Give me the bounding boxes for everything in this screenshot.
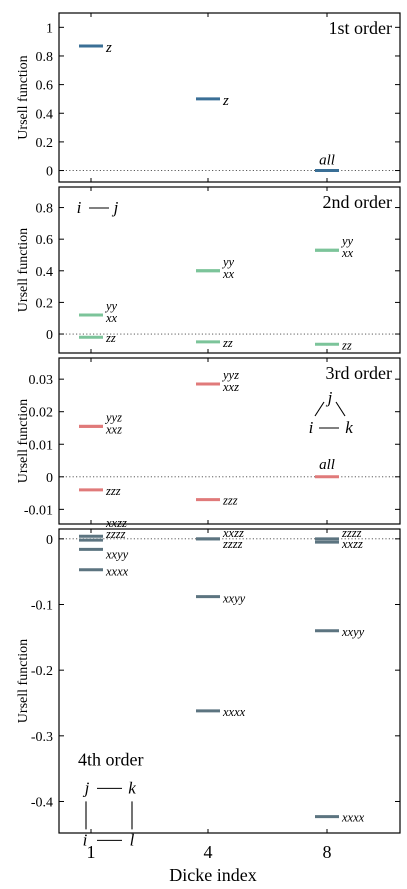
diagram-site-label: i — [77, 198, 82, 217]
data-label: zzzz — [222, 537, 243, 551]
y-tick-label: -0.2 — [31, 664, 53, 679]
data-label: xx — [105, 311, 118, 325]
diagram-site-label: k — [345, 418, 353, 437]
y-tick-label: 0.8 — [36, 50, 54, 65]
data-label: zz — [105, 331, 116, 345]
data-label: xxxx — [222, 705, 246, 719]
data-label: xxyy — [341, 625, 365, 639]
data-label: zzz — [222, 494, 238, 508]
data-label: xxxx — [341, 811, 365, 825]
y-tick-label: 0.4 — [36, 265, 54, 280]
y-tick-label: 0.02 — [29, 406, 54, 421]
data-label: xx — [341, 246, 354, 260]
data-label: xxzz — [105, 516, 127, 530]
data-label: zzz — [105, 484, 121, 498]
data-label: xx — [222, 267, 235, 281]
y-tick-label: 0.03 — [29, 373, 54, 388]
y-tick-label: 0.8 — [36, 202, 54, 217]
y-tick-label: 0 — [46, 328, 53, 343]
panel-4: -0.4 -0.3 -0.2 -0.1 0 Ursell function 4th orde… — [16, 516, 401, 849]
y-tick-label: 0 — [46, 471, 53, 486]
data-label: all — [319, 153, 335, 169]
data-label: xxyy — [222, 592, 246, 606]
data-label: z — [222, 93, 229, 109]
diagram-site-label: j — [326, 388, 333, 407]
data-label: yyz — [104, 410, 122, 424]
y-tick-label: -0.01 — [24, 503, 53, 518]
panel-title: 3rd order — [326, 363, 392, 383]
y-axis-label: Ursell function — [16, 55, 31, 139]
diagram-site-label: k — [128, 778, 136, 797]
y-axis-label: Ursell function — [16, 399, 31, 483]
panel-3: -0.01 0 0.01 0.02 0.03 Ursell function 3rd ord… — [16, 357, 401, 525]
diagram-site-label: l — [130, 830, 135, 849]
diagram-site-label: i — [309, 418, 314, 437]
y-tick-label: 0.6 — [36, 79, 54, 94]
panel-frame — [58, 528, 401, 834]
data-label: yyz — [221, 368, 239, 382]
panel-frame — [58, 12, 401, 183]
data-label: zz — [222, 336, 233, 350]
y-tick-label: -0.3 — [31, 730, 53, 745]
y-tick-label: 0.6 — [36, 233, 54, 248]
data-label: xxyy — [105, 547, 129, 561]
data-label: xxzz — [222, 526, 244, 540]
y-tick-label: 0.2 — [36, 296, 54, 311]
panel-frame — [58, 357, 401, 525]
data-label: yy — [104, 299, 118, 313]
diagram-bond — [314, 401, 325, 417]
diagram-site-label: j — [83, 778, 90, 797]
x-tick-label: 4 — [204, 842, 213, 862]
data-label: zzzz — [105, 527, 126, 541]
data-label: xxxx — [105, 565, 129, 579]
data-label: zzzz — [341, 526, 362, 540]
x-tick-label: 8 — [323, 842, 332, 862]
y-axis-label: Ursell function — [16, 228, 31, 312]
panel-title: 2nd order — [323, 192, 392, 212]
panel-title: 4th order — [78, 749, 143, 769]
y-tick-label: -0.1 — [31, 599, 53, 614]
data-label: xxzz — [341, 537, 363, 551]
y-tick-label: 1 — [46, 21, 53, 36]
diagram-site-label: j — [112, 198, 119, 217]
panel-1: 0 0.2 0.4 0.6 0.8 1 Ursell function 1st order z z… — [16, 12, 401, 183]
diagram-site-label: i — [83, 830, 88, 849]
data-label: zz — [341, 338, 352, 352]
panel-title: 1st order — [329, 18, 392, 38]
data-label: z — [105, 40, 112, 56]
data-label: xxz — [105, 422, 122, 436]
y-axis-label: Ursell function — [16, 639, 31, 723]
data-label: xxz — [222, 380, 239, 394]
diagram-bond — [335, 401, 346, 417]
y-tick-label: 0 — [46, 533, 53, 548]
data-label: all — [319, 457, 335, 473]
x-tick-label: 1 — [87, 842, 96, 862]
y-tick-label: 0.2 — [36, 136, 54, 151]
panel-frame — [58, 186, 401, 354]
y-tick-label: 0.01 — [29, 438, 54, 453]
data-label: yy — [340, 234, 354, 248]
x-axis-label: Dicke index — [169, 865, 256, 885]
y-tick-label: 0.4 — [36, 107, 54, 122]
y-tick-label: -0.4 — [31, 795, 53, 810]
y-tick-label: 0 — [46, 165, 53, 180]
data-label: yy — [221, 255, 235, 269]
